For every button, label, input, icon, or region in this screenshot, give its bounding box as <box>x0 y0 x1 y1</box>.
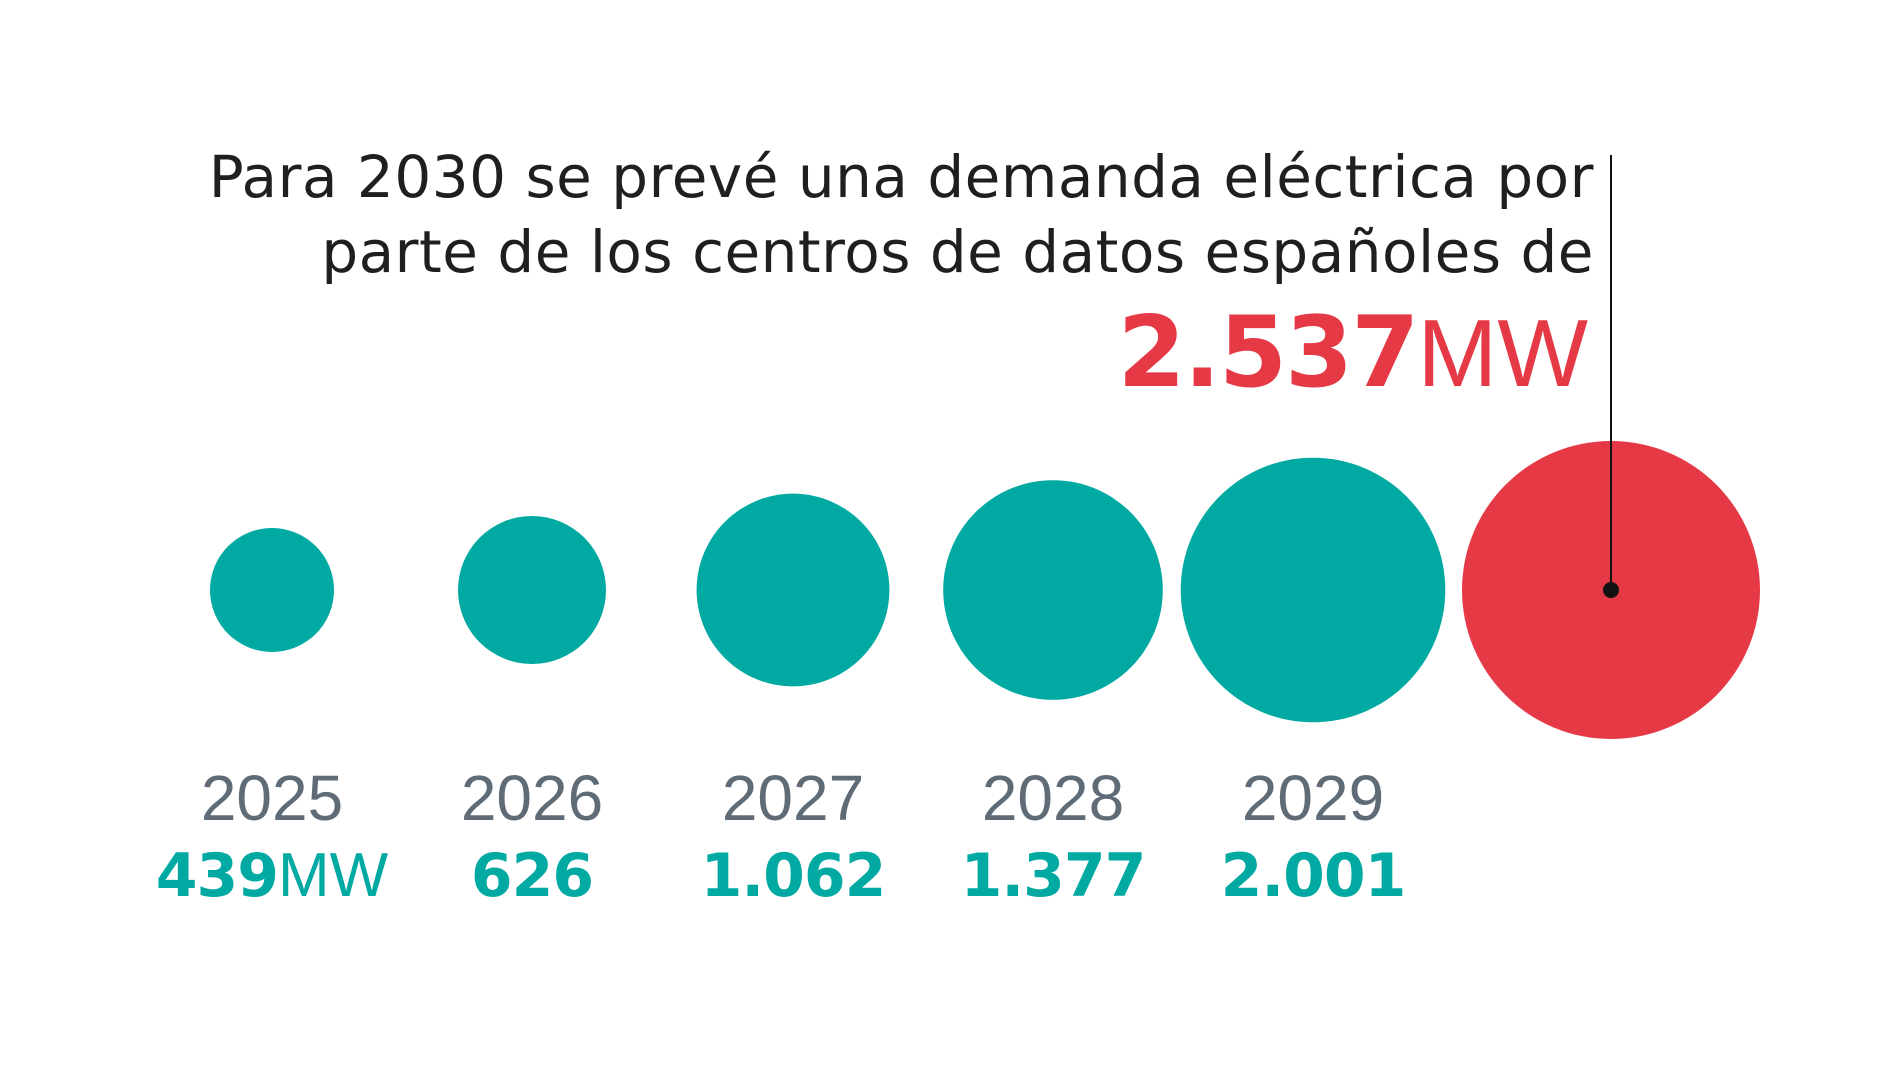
bubble-2029 <box>1180 457 1446 723</box>
year-label-2029: 2029 <box>1242 762 1384 834</box>
highlight-unit: MW <box>1417 300 1588 407</box>
headline-line-1: Para 2030 se prevé una demanda eléctrica… <box>209 143 1594 211</box>
year-label-2025: 2025 <box>201 762 343 834</box>
value-label-2026: 626 <box>471 841 593 911</box>
highlight-value: 2.537 <box>1117 296 1417 410</box>
highlight-figure: 2.537MW <box>1117 296 1588 410</box>
value-label-2027: 1.062 <box>701 841 886 911</box>
value-number-2027: 1.062 <box>701 841 886 911</box>
bubble-2028 <box>943 480 1163 700</box>
value-number-2029: 2.001 <box>1221 841 1406 911</box>
value-number-2025: 439 <box>156 841 278 911</box>
bubbles-group <box>210 441 1760 739</box>
value-label-2025: 439MW <box>156 841 389 911</box>
year-label-2028: 2028 <box>982 762 1124 834</box>
bubble-2025 <box>210 528 334 652</box>
callout-dot <box>1603 582 1619 598</box>
value-label-2029: 2.001 <box>1221 841 1406 911</box>
headline-line-2: parte de los centros de datos españoles … <box>321 218 1594 286</box>
callout-group <box>1603 155 1619 598</box>
headline: Para 2030 se prevé una demanda eléctrica… <box>209 143 1594 410</box>
year-label-2026: 2026 <box>461 762 603 834</box>
value-label-2028: 1.377 <box>961 841 1146 911</box>
bubble-2026 <box>458 516 606 664</box>
year-label-2027: 2027 <box>722 762 864 834</box>
value-unit-2025: MW <box>278 841 389 910</box>
value-number-2028: 1.377 <box>961 841 1146 911</box>
value-number-2026: 626 <box>471 841 593 911</box>
bubble-2027 <box>696 493 890 687</box>
